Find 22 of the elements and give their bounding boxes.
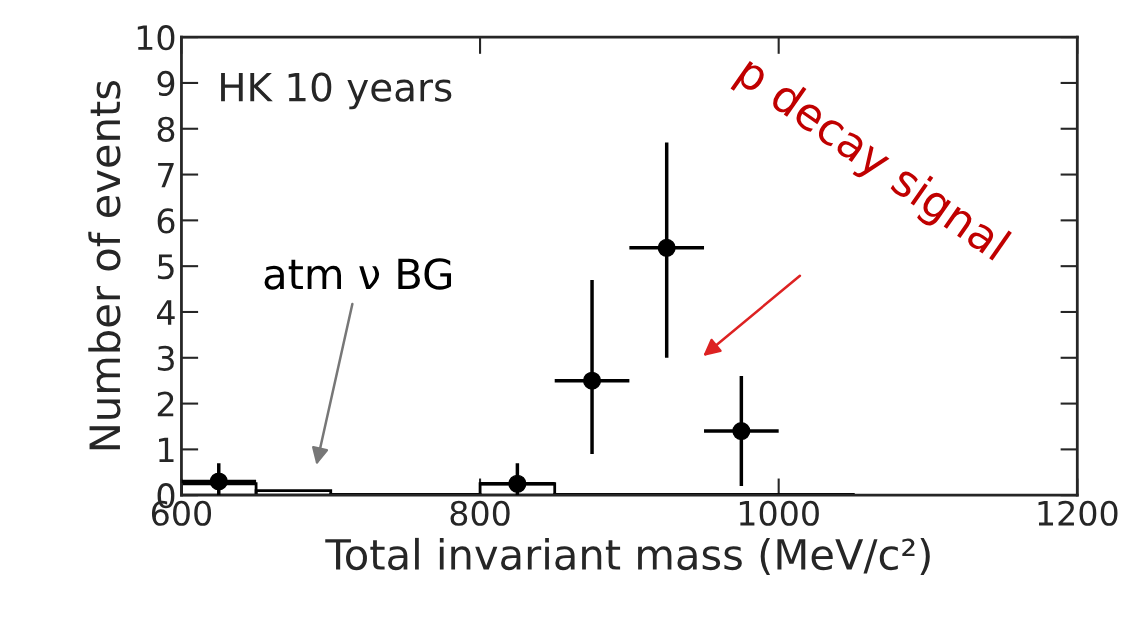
y-axis-title: Number of events [88,81,121,450]
annotation: HK 10 years [221,72,452,110]
y-tick-label: 5 [157,254,174,280]
y-tick-label: 6 [157,208,175,234]
y-tick-label: 2 [157,391,174,417]
point [657,238,676,257]
point [508,474,527,493]
y-tick-label: 8 [157,116,175,142]
y-tick-label: 3 [157,345,174,371]
x-tick-label: 800 [450,500,510,526]
point [583,371,602,390]
point [732,422,751,441]
y-tick-label: 7 [158,162,174,188]
annotation: atm ν BG [264,258,452,290]
y-tick-label: 4 [157,300,175,325]
x-tick-label: 1200 [1038,500,1118,526]
y-tick-label: 1 [159,437,174,463]
y-tick-label: 9 [157,70,175,97]
x-axis-title: Total invariant mass (MeV/c²) [325,537,930,576]
x-tick-label: 1000 [739,500,819,526]
y-tick-label: 10 [137,25,175,51]
point [209,472,228,491]
